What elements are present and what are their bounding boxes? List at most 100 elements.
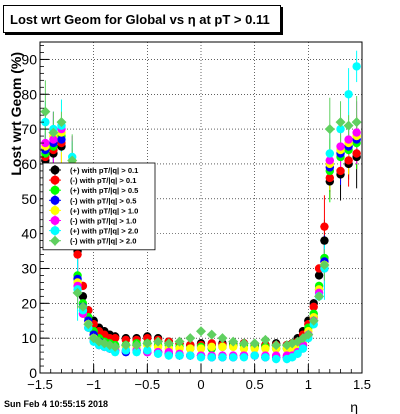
data-point [351, 117, 362, 128]
data-point [132, 347, 141, 357]
data-point [41, 138, 50, 148]
data-point [196, 353, 206, 362]
data-point [314, 291, 325, 302]
data-point [83, 319, 94, 330]
data-point [324, 124, 335, 135]
y-tick-label: 70 [21, 121, 37, 137]
data-point [143, 346, 152, 355]
data-point [239, 344, 249, 353]
data-point [48, 127, 59, 138]
x-tick-label: −1 [86, 377, 101, 392]
data-point [336, 166, 345, 176]
data-point [41, 117, 50, 127]
data-point [163, 338, 174, 349]
legend-marker [50, 205, 60, 215]
legend-label: (-) with pT/|q| > 0.5 [70, 196, 137, 205]
data-point [196, 326, 206, 337]
data-point [325, 149, 334, 158]
y-tick-label: 30 [21, 260, 37, 276]
data-point [56, 117, 67, 128]
x-tick-label: 1.5 [353, 377, 371, 392]
data-point [207, 342, 216, 352]
data-point [335, 117, 346, 128]
data-point [260, 334, 271, 345]
data-points [40, 62, 362, 364]
data-point [271, 340, 282, 351]
data-point [352, 128, 361, 137]
data-point [73, 250, 82, 259]
data-point [206, 329, 217, 340]
data-point [352, 149, 361, 158]
data-point [207, 353, 216, 362]
data-point [196, 344, 206, 353]
data-point [186, 351, 195, 360]
data-point [344, 156, 353, 165]
data-point [336, 142, 345, 151]
data-point [249, 338, 260, 349]
data-point [72, 287, 83, 298]
legend-marker [50, 235, 60, 246]
x-axis-label: η [350, 399, 358, 414]
data-point [343, 120, 354, 131]
legend-label: (+) with pT/|q| > 2.0 [70, 227, 138, 236]
data-point [57, 135, 66, 144]
data-point [217, 333, 228, 344]
data-point [185, 333, 196, 344]
data-point [142, 338, 153, 349]
legend-label: (-) with pT/|q| > 0.1 [70, 176, 137, 185]
data-point [120, 340, 131, 351]
data-point [110, 347, 120, 357]
data-point [153, 349, 163, 359]
data-point [121, 346, 131, 355]
legend-label: (+) with pT/|q| > 0.5 [70, 186, 139, 195]
data-point [174, 336, 185, 347]
data-point [352, 62, 361, 71]
data-point [164, 351, 173, 360]
data-point [175, 351, 184, 360]
chart-title-box: Lost wrt Geom for Global vs η at pT > 0.… [3, 5, 281, 33]
legend-marker [50, 195, 60, 205]
y-axis-label: Lost wrt Geom (%) [8, 52, 24, 176]
x-tick-label: −1.5 [27, 377, 53, 392]
data-point [271, 354, 281, 364]
data-point [303, 329, 314, 340]
legend-label: (+) with pT/|q| > 0.1 [70, 166, 139, 175]
data-point [218, 353, 227, 362]
data-point [228, 336, 239, 347]
data-point [229, 353, 238, 362]
y-tick-label: 80 [21, 86, 37, 102]
data-point [320, 222, 329, 231]
data-point [314, 271, 324, 280]
axes: −1.5 −1 −0.5 0 0.5 1 1.5 0 10 20 30 40 50 60 70 80 90 [21, 45, 371, 392]
data-point [49, 135, 58, 144]
data-point [344, 90, 353, 99]
data-point [261, 353, 270, 362]
data-point [250, 344, 259, 353]
data-point [110, 333, 120, 343]
data-point [153, 336, 164, 347]
data-point [293, 349, 302, 359]
timestamp: Sun Feb 4 10:55:15 2018 [4, 399, 109, 409]
chart-title: Lost wrt Geom for Global vs η at pT > 0.… [10, 11, 270, 27]
legend-label: (+) with pT/|q| > 1.0 [70, 206, 138, 215]
legend-marker [50, 226, 60, 236]
data-point [239, 353, 249, 362]
data-point [298, 344, 308, 353]
legend-marker [50, 175, 60, 185]
data-point [229, 342, 238, 352]
x-tick-label: 1 [305, 377, 312, 392]
data-point [40, 106, 51, 117]
legend-label: (-) with pT/|q| > 1.0 [70, 217, 136, 226]
data-point [320, 236, 329, 245]
x-tick-label: −0.5 [134, 377, 160, 392]
y-tick-label: 40 [21, 226, 37, 242]
y-tick-label: 10 [21, 330, 37, 346]
legend-marker [50, 216, 60, 225]
data-point [131, 340, 142, 351]
y-tick-label: 90 [21, 51, 37, 67]
data-point [77, 301, 88, 312]
data-point [325, 156, 334, 165]
legend: (+) with pT/|q| > 0.1(-) with pT/|q| > 0… [42, 162, 156, 251]
legend-box [42, 162, 156, 251]
